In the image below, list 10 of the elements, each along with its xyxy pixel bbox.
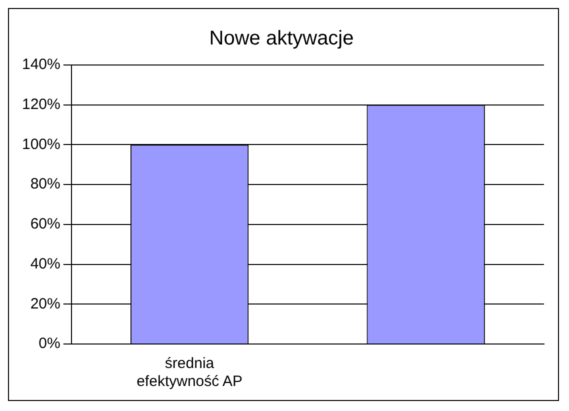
y-tick-label: 80% (30, 176, 60, 193)
y-tick-label: 60% (30, 216, 60, 233)
y-tick-label: 0% (38, 335, 60, 352)
y-tick-label: 40% (30, 255, 60, 272)
x-tick-label: średnia efektywność AP (136, 355, 242, 390)
y-tick-label: 20% (30, 295, 60, 312)
y-tick-label: 140% (22, 56, 60, 74)
y-tick-label: 100% (22, 136, 60, 153)
y-tick-label: 120% (22, 96, 60, 113)
chart-title: Nowe aktywacje (209, 28, 354, 50)
